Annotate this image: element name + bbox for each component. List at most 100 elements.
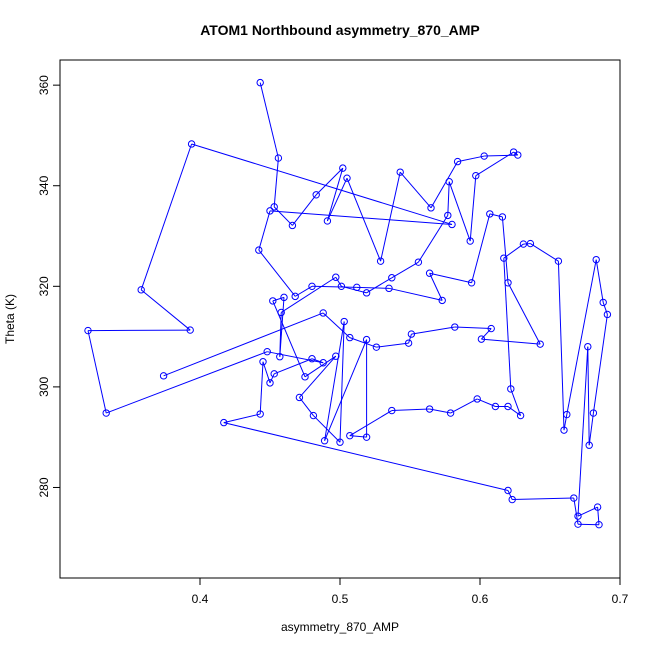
data-point (320, 437, 329, 445)
line-segment (311, 285, 357, 288)
line-segment (292, 194, 317, 226)
data-point (323, 217, 332, 225)
data-point (574, 512, 582, 520)
data-point (276, 353, 284, 361)
data-point (425, 405, 434, 413)
line-segment (447, 181, 450, 216)
line-segment (573, 497, 579, 525)
data-point (407, 330, 416, 338)
data-point (595, 520, 603, 529)
line-segment (510, 388, 522, 416)
data-point (388, 406, 396, 415)
data-point (270, 203, 278, 211)
data-point (308, 282, 316, 291)
y-axis: 280 300 320 340 360 (37, 75, 60, 497)
line-segment (324, 339, 368, 441)
data-point (448, 220, 456, 229)
data-point (319, 359, 327, 367)
line-segment (469, 175, 477, 242)
data-point (574, 520, 582, 528)
line-segment (259, 361, 264, 415)
data-point (266, 207, 274, 215)
y-tick-label: 320 (37, 276, 51, 296)
line-segment (349, 337, 377, 348)
y-tick-label: 300 (37, 377, 51, 397)
data-point (288, 221, 297, 230)
data-point (486, 210, 494, 218)
line-segment (391, 261, 419, 279)
data-point (319, 309, 327, 317)
data-point (256, 78, 264, 87)
line-segment (106, 351, 268, 414)
data-point (309, 411, 318, 420)
line-segment (507, 282, 541, 345)
data-point (336, 438, 344, 446)
data-point (362, 289, 371, 297)
data-point (453, 157, 462, 166)
data-point (526, 239, 535, 248)
line-segment (454, 326, 492, 330)
line-segment (457, 155, 485, 163)
data-point (270, 370, 278, 378)
line-segment (577, 346, 589, 517)
data-point (414, 258, 423, 266)
data-point (255, 246, 263, 254)
line-segment (592, 314, 608, 414)
data-point (466, 237, 474, 245)
line-segment (429, 272, 472, 284)
data-point (280, 293, 288, 302)
line-segment (356, 286, 390, 289)
line-segment (489, 213, 503, 218)
data-point (301, 373, 309, 381)
x-tick-label: 0.4 (192, 592, 209, 606)
line-segment (269, 373, 275, 384)
data-point (445, 178, 453, 186)
line-segment (376, 342, 409, 348)
line-segment (501, 216, 509, 283)
data-point (446, 409, 455, 417)
line-segment (269, 210, 453, 225)
data-point (388, 274, 396, 282)
data-point (295, 393, 304, 402)
line-segment (602, 302, 608, 315)
data-point (589, 409, 598, 417)
x-axis-label: asymmetry_870_AMP (281, 620, 399, 634)
data-point (343, 174, 351, 182)
line-segment (587, 346, 590, 446)
line-segment (380, 172, 401, 262)
line-segment (87, 330, 107, 414)
data-point (444, 211, 452, 220)
data-point (291, 292, 299, 301)
line-segment (349, 410, 393, 437)
data-point (312, 191, 320, 199)
data-point (509, 148, 518, 156)
line-segment (481, 328, 492, 340)
series-line (87, 82, 608, 526)
data-point (337, 282, 346, 291)
line-segment (481, 338, 541, 345)
line-segment (408, 333, 412, 344)
line-segment (326, 177, 348, 222)
data-point (263, 347, 271, 356)
data-point (516, 411, 525, 420)
data-point (487, 324, 495, 333)
line-segment (411, 326, 455, 335)
line-segment (512, 497, 574, 501)
line-segment (315, 167, 344, 196)
data-point (404, 339, 413, 347)
data-point (346, 333, 354, 342)
line-segment (588, 412, 594, 446)
data-point (346, 431, 354, 440)
data-point (277, 308, 285, 317)
data-point (427, 204, 435, 212)
data-point (362, 433, 371, 441)
line-segment (272, 296, 285, 302)
data-point (274, 154, 283, 162)
line-segment (563, 414, 568, 431)
data-point (266, 379, 274, 387)
data-point (259, 358, 267, 366)
line-segment (274, 358, 313, 375)
line-segment (299, 355, 337, 398)
data-point (554, 257, 563, 265)
y-tick-label: 340 (37, 175, 51, 195)
